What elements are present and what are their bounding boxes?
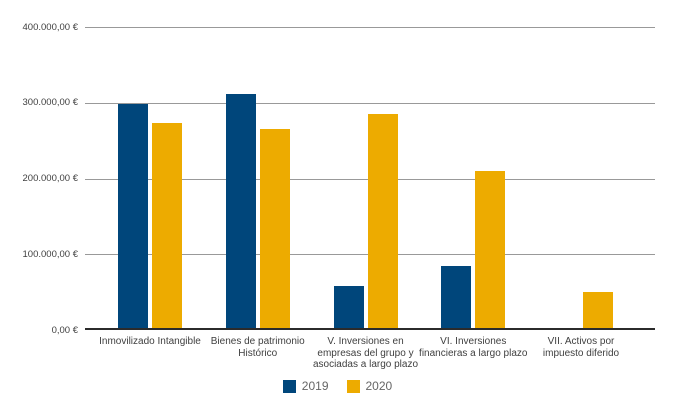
bar-2020[interactable]	[583, 292, 613, 330]
legend-label: 2020	[365, 379, 393, 393]
legend: 2019 2020	[0, 379, 675, 393]
y-tick-label: 300.000,00 €	[22, 97, 78, 109]
bar-2019[interactable]	[118, 104, 148, 330]
gridline-300000	[85, 102, 655, 104]
x-category-label: VI. Inversiones financieras a largo plaz…	[419, 336, 528, 359]
y-tick-label: 400.000,00 €	[22, 21, 78, 33]
x-category-label: V. Inversiones en empresas del grupo y a…	[312, 336, 419, 370]
x-category-label: VII. Activos por impuesto diferido	[542, 336, 620, 359]
legend-swatch-2019	[282, 379, 296, 393]
bar-2020[interactable]	[475, 171, 506, 330]
x-axis-line	[85, 328, 655, 330]
bar-group-3	[333, 114, 398, 330]
bar-2019[interactable]	[225, 94, 256, 330]
bar-group-2	[225, 94, 290, 330]
y-tick-label: 100.000,00 €	[22, 248, 78, 260]
legend-label: 2019	[301, 379, 329, 393]
bar-group-1	[118, 104, 182, 330]
bar-group-4	[441, 171, 506, 330]
x-category-label: Inmovilizado Intangible	[99, 336, 201, 347]
legend-swatch-2020	[346, 379, 360, 393]
bar-2020[interactable]	[259, 129, 290, 330]
plot-area	[85, 27, 655, 330]
bar-2020[interactable]	[367, 114, 398, 330]
bar-group-5	[549, 292, 613, 330]
legend-item-2019[interactable]: 2019	[282, 379, 329, 393]
bar-2020[interactable]	[152, 123, 182, 330]
y-tick-label: 0,00 €	[51, 324, 78, 336]
x-category-label: Bienes de patrimonio Histórico	[210, 336, 305, 359]
gridline-400000	[85, 27, 655, 28]
y-tick-label: 200.000,00 €	[22, 173, 78, 184]
legend-item-2020[interactable]: 2020	[346, 379, 393, 393]
bar-2019[interactable]	[441, 266, 472, 330]
bar-2019[interactable]	[333, 286, 364, 330]
